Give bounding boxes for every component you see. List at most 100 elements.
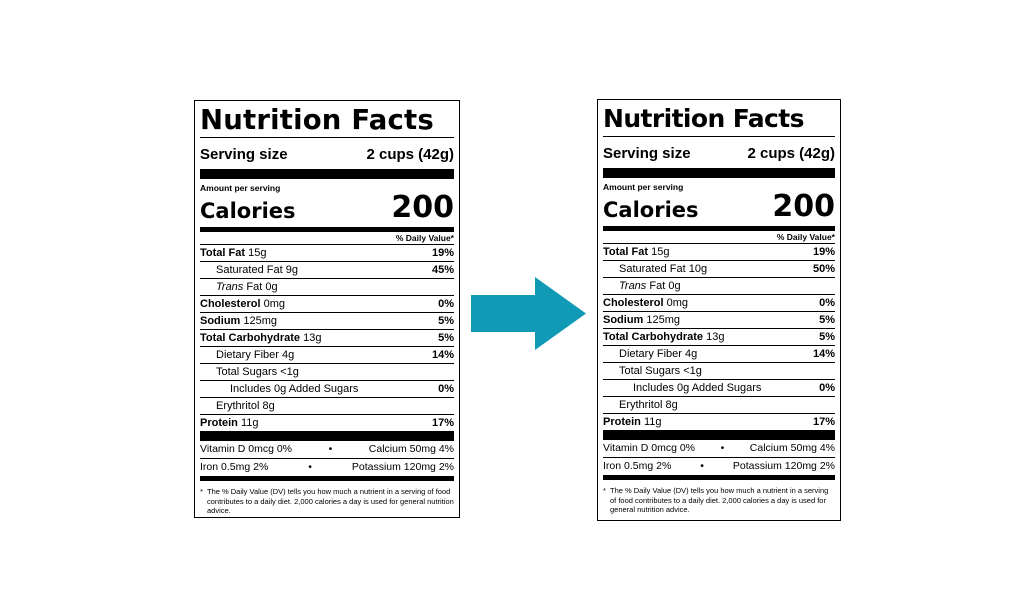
nutrient-name: Trans: [619, 280, 647, 292]
nutrient-dv: 45%: [431, 264, 454, 276]
nutrient-name: Protein: [200, 417, 238, 429]
divider-thick: [200, 169, 454, 179]
nutrient-dv: 0%: [819, 382, 835, 394]
nutrient-dv: 0%: [819, 297, 835, 309]
nutrient-row-dietary-fiber: Dietary Fiber 4g 14%: [603, 345, 835, 362]
nutrient-name: Erythritol 8g: [619, 399, 678, 411]
nutrition-label-right: Nutrition Facts Serving size 2 cups (42g…: [597, 99, 841, 521]
nutrient-dv: 19%: [431, 247, 454, 259]
nutrient-amount: 15g: [651, 246, 670, 258]
nutrient-row-saturated-fat: Saturated Fat 9g 45%: [200, 261, 454, 278]
calories-label: Calories: [200, 199, 296, 223]
calories-row: Calories 200: [603, 192, 835, 223]
bullet: •: [308, 461, 312, 473]
nutrient-row-dietary-fiber: Dietary Fiber 4g 14%: [200, 346, 454, 363]
nutrient-name: Total Carbohydrate: [200, 332, 301, 344]
nutrient-row-cholesterol: Cholesterol 0mg 0%: [603, 294, 835, 311]
nutrient-amount: 125mg: [646, 314, 681, 326]
nutrient-row-total-fat: Total Fat 15g 19%: [603, 243, 835, 260]
iron: Iron 0.5mg 2%: [200, 461, 269, 473]
calcium: Calcium 50mg 4%: [368, 443, 454, 455]
serving-row: Serving size 2 cups (42g): [200, 144, 454, 166]
amount-per-serving: Amount per serving: [603, 182, 684, 192]
nutrient-name: Dietary Fiber 4g: [216, 349, 295, 361]
nutrient-row-trans-fat: Trans Fat 0g: [603, 277, 835, 294]
divider-thick: [603, 430, 835, 440]
nutrient-dv: 17%: [431, 417, 454, 429]
footnote: * The % Daily Value (DV) tells you how m…: [200, 487, 454, 516]
bullet: •: [700, 460, 704, 472]
footnote-text: The % Daily Value (DV) tells you how muc…: [207, 487, 454, 515]
footnote-star: *: [603, 486, 606, 495]
vitamin-d: Vitamin D 0mcg 0%: [603, 442, 696, 454]
nutrient-name: Includes 0g Added Sugars: [230, 383, 359, 395]
nutrient-row-total-carbohydrate: Total Carbohydrate 13g 5%: [200, 329, 454, 346]
nutrient-dv: 50%: [812, 263, 835, 275]
nutrient-row-sodium: Sodium 125mg 5%: [603, 311, 835, 328]
calories-label: Calories: [603, 198, 699, 222]
nutrient-name: Sodium: [200, 315, 241, 327]
nutrient-name: Saturated Fat 9g: [216, 264, 298, 276]
label-title: Nutrition Facts: [603, 104, 805, 133]
nutrient-amount: 11g: [240, 417, 259, 429]
nutrient-dv: 5%: [438, 315, 454, 327]
nutrient-row-total-carbohydrate: Total Carbohydrate 13g 5%: [603, 328, 835, 345]
divider: [603, 136, 835, 137]
right-arrow-icon: [471, 277, 586, 350]
nutrient-row-trans-fat: Trans Fat 0g: [200, 278, 454, 295]
calories-row: Calories 200: [200, 193, 454, 224]
nutrient-amount: 11g: [643, 416, 662, 428]
nutrient-name: Trans: [216, 281, 244, 293]
vitamin-row: Vitamin D 0mcg 0% • Calcium 50mg 4%: [603, 440, 835, 457]
mineral-row: Iron 0.5mg 2% • Potassium 120mg 2%: [603, 457, 835, 475]
nutrient-name: Sodium: [603, 314, 644, 326]
potassium: Potassium 120mg 2%: [732, 460, 835, 472]
nutrient-name: Total Sugars <1g: [619, 365, 702, 377]
nutrient-amount: 0mg: [666, 297, 688, 309]
nutrient-amount: 125mg: [243, 315, 278, 327]
divider: [200, 137, 454, 138]
nutrient-dv: 5%: [819, 331, 835, 343]
bullet: •: [328, 443, 333, 455]
nutrient-row-saturated-fat: Saturated Fat 10g 50%: [603, 260, 835, 277]
nutrient-dv: 0%: [438, 298, 454, 310]
nutrient-name: Saturated Fat 10g: [619, 263, 708, 275]
daily-value-header: % Daily Value*: [776, 232, 835, 242]
divider-medium: [200, 227, 454, 232]
potassium: Potassium 120mg 2%: [351, 461, 454, 473]
serving-row: Serving size 2 cups (42g): [603, 143, 835, 165]
nutrient-row-total-sugars: Total Sugars <1g: [603, 362, 835, 379]
nutrient-row-added-sugars: Includes 0g Added Sugars 0%: [200, 380, 454, 397]
nutrient-row-sodium: Sodium 125mg 5%: [200, 312, 454, 329]
nutrient-row-erythritol: Erythritol 8g: [200, 397, 454, 414]
footnote: * The % Daily Value (DV) tells you how m…: [603, 486, 835, 515]
label-title: Nutrition Facts: [200, 104, 434, 136]
serving-value: 2 cups (42g): [747, 145, 835, 162]
nutrient-name: Total Carbohydrate: [603, 331, 704, 343]
nutrient-dv: 5%: [819, 314, 835, 326]
nutrient-name: Total Fat: [603, 246, 649, 258]
nutrient-dv: 14%: [812, 348, 835, 360]
footnote-text: The % Daily Value (DV) tells you how muc…: [610, 486, 829, 514]
nutrient-amount: 15g: [248, 247, 267, 259]
nutrient-name: Cholesterol: [603, 297, 664, 309]
footnote-star: *: [200, 487, 203, 496]
nutrient-row-cholesterol: Cholesterol 0mg 0%: [200, 295, 454, 312]
nutrient-name: Dietary Fiber 4g: [619, 348, 698, 360]
arrow-shape: [471, 277, 586, 350]
nutrient-name: Erythritol 8g: [216, 400, 275, 412]
divider-medium: [603, 226, 835, 231]
nutrient-row-added-sugars: Includes 0g Added Sugars 0%: [603, 379, 835, 396]
nutrient-amount: Fat 0g: [649, 280, 681, 292]
serving-label: Serving size: [603, 145, 691, 162]
nutrient-amount: 13g: [706, 331, 725, 343]
divider-medium: [200, 476, 454, 481]
nutrient-amount: 13g: [303, 332, 322, 344]
nutrient-dv: 5%: [438, 332, 454, 344]
divider-thick: [200, 431, 454, 441]
nutrient-row-erythritol: Erythritol 8g: [603, 396, 835, 413]
nutrient-row-total-sugars: Total Sugars <1g: [200, 363, 454, 380]
nutrient-name: Includes 0g Added Sugars: [633, 382, 762, 394]
nutrient-amount: 0mg: [263, 298, 285, 310]
mineral-row: Iron 0.5mg 2% • Potassium 120mg 2%: [200, 458, 454, 476]
